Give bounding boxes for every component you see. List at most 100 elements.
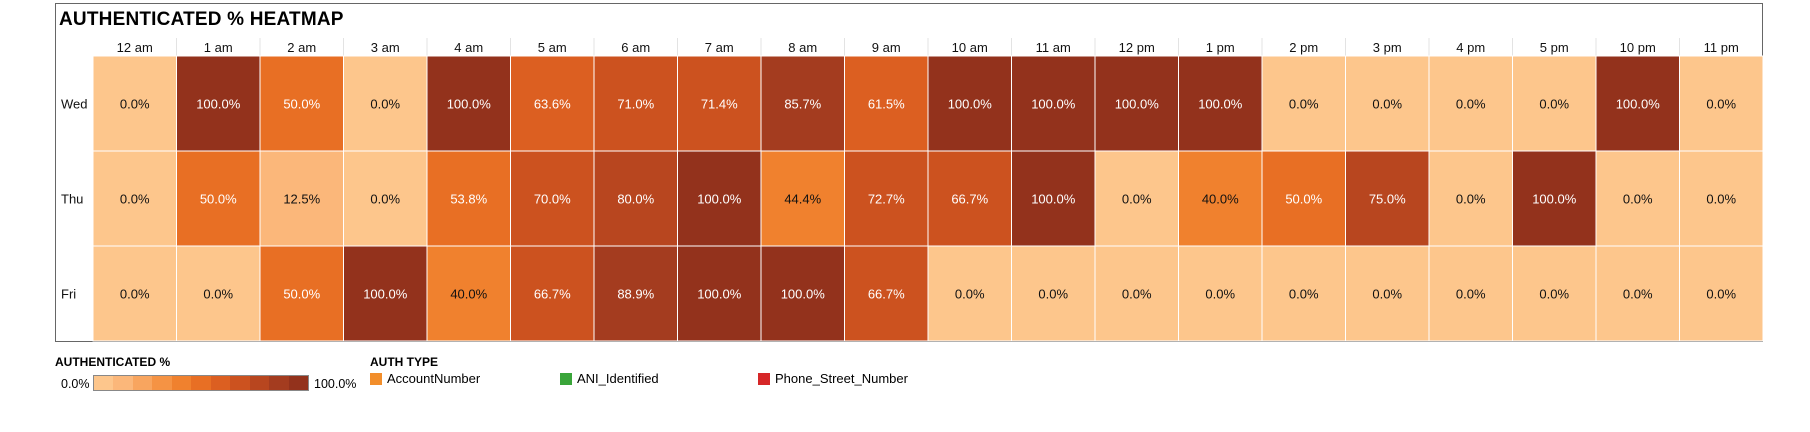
heatmap-cell[interactable] (92, 150, 177, 247)
cell-label: 100.0% (948, 97, 993, 112)
cell-label: 0.0% (1289, 287, 1319, 302)
heatmap-cell[interactable] (1595, 55, 1680, 152)
heatmap-cell[interactable] (1094, 150, 1179, 247)
cell-label: 0.0% (1372, 287, 1402, 302)
cell-label: 0.0% (120, 192, 150, 207)
cell-label: 100.0% (1198, 97, 1243, 112)
color-legend-step (94, 376, 114, 390)
heatmap-cell[interactable] (1178, 55, 1263, 152)
heatmap-cell[interactable] (343, 55, 428, 152)
color-legend-step (269, 376, 289, 390)
cell-label: 0.0% (370, 192, 400, 207)
heatmap-cell[interactable] (176, 245, 261, 342)
column-header: 4 am (454, 40, 483, 55)
cell-label: 100.0% (196, 97, 241, 112)
heatmap-cell[interactable] (426, 55, 511, 152)
color-legend-row: 0.0% 100.0% (55, 373, 356, 393)
cell-label: 66.7% (951, 192, 988, 207)
heatmap-cell[interactable] (844, 245, 929, 342)
color-legend-step (288, 376, 308, 390)
color-legend-step (191, 376, 211, 390)
cell-label: 75.0% (1369, 192, 1406, 207)
legend-item-phone-street-number[interactable]: Phone_Street_Number (758, 371, 908, 386)
color-legend-step (230, 376, 250, 390)
cell-label: 80.0% (617, 192, 654, 207)
legend-item-label: Phone_Street_Number (775, 371, 908, 386)
legend-item-ani-identified[interactable]: ANI_Identified (560, 371, 659, 386)
legend-swatch (560, 372, 572, 385)
heatmap-cell[interactable] (1094, 245, 1179, 342)
heatmap-cell[interactable] (593, 55, 678, 152)
heatmap-cell[interactable] (927, 245, 1012, 342)
heatmap-cell[interactable] (593, 150, 678, 247)
cell-label: 53.8% (450, 192, 487, 207)
cell-label: 0.0% (203, 287, 233, 302)
cell-label: 85.7% (784, 97, 821, 112)
heatmap-cell[interactable] (927, 150, 1012, 247)
heatmap-cell[interactable] (1261, 245, 1346, 342)
cell-label: 0.0% (1706, 192, 1736, 207)
heatmap-cell[interactable] (343, 245, 428, 342)
cell-label: 40.0% (450, 287, 487, 302)
heatmap-cell[interactable] (1595, 150, 1680, 247)
heatmap-cell[interactable] (259, 245, 344, 342)
heatmap-cell[interactable] (1345, 55, 1430, 152)
heatmap-cell[interactable] (1178, 245, 1263, 342)
column-header: 1 am (204, 40, 233, 55)
heatmap-cell[interactable] (1011, 55, 1096, 152)
cell-label: 0.0% (1456, 192, 1486, 207)
heatmap-cell[interactable] (92, 55, 177, 152)
column-header: 6 am (621, 40, 650, 55)
heatmap-cell[interactable] (426, 150, 511, 247)
heatmap-cell[interactable] (1345, 245, 1430, 342)
legend-item-label: ANI_Identified (577, 371, 659, 386)
auth-type-legend-items: AccountNumber ANI_Identified Phone_Stree… (370, 371, 1070, 391)
cell-label: 63.6% (534, 97, 571, 112)
heatmap-cell[interactable] (1512, 245, 1597, 342)
heatmap-cell[interactable] (343, 150, 428, 247)
legend-item-accountnumber[interactable]: AccountNumber (370, 371, 480, 386)
heatmap-cell[interactable] (677, 245, 762, 342)
cell-label: 0.0% (1706, 97, 1736, 112)
column-header: 5 am (538, 40, 567, 55)
heatmap-cell[interactable] (1345, 150, 1430, 247)
heatmap-cell[interactable] (593, 245, 678, 342)
color-legend-step (210, 376, 231, 390)
heatmap-cell[interactable] (1178, 150, 1263, 247)
heatmap-cell[interactable] (510, 245, 595, 342)
cell-label: 100.0% (1031, 97, 1076, 112)
chart-title: AUTHENTICATED % HEATMAP (59, 9, 344, 30)
heatmap-cell[interactable] (844, 55, 929, 152)
row-header: Wed (61, 97, 88, 112)
heatmap-cell[interactable] (426, 245, 511, 342)
row-header: Thu (61, 192, 83, 207)
cell-label: 0.0% (1539, 287, 1569, 302)
heatmap-cell[interactable] (927, 55, 1012, 152)
heatmap-cell[interactable] (1512, 55, 1597, 152)
cell-label: 0.0% (1038, 287, 1068, 302)
cell-label: 0.0% (120, 97, 150, 112)
heatmap-cell[interactable] (1011, 245, 1096, 342)
heatmap-cell[interactable] (259, 55, 344, 152)
heatmap-cell[interactable] (1595, 245, 1680, 342)
column-header: 2 am (287, 40, 316, 55)
cell-label: 100.0% (1031, 192, 1076, 207)
heatmap-cell[interactable] (677, 55, 762, 152)
heatmap-cell[interactable] (1679, 55, 1764, 152)
cell-label: 0.0% (1706, 287, 1736, 302)
heatmap-cell[interactable] (1512, 150, 1597, 247)
heatmap-cell[interactable] (1094, 55, 1179, 152)
cell-label: 100.0% (363, 287, 408, 302)
heatmap-cell[interactable] (1679, 150, 1764, 247)
cell-label: 50.0% (283, 97, 320, 112)
heatmap-cell[interactable] (1428, 245, 1513, 342)
heatmap-cell[interactable] (844, 150, 929, 247)
heatmap-cell[interactable] (760, 150, 845, 247)
cell-label: 0.0% (955, 287, 985, 302)
column-header: 3 pm (1373, 40, 1402, 55)
heatmap-cell[interactable] (1679, 245, 1764, 342)
heatmap-cell[interactable] (510, 55, 595, 152)
cell-label: 72.7% (868, 192, 905, 207)
cell-label: 44.4% (784, 192, 821, 207)
